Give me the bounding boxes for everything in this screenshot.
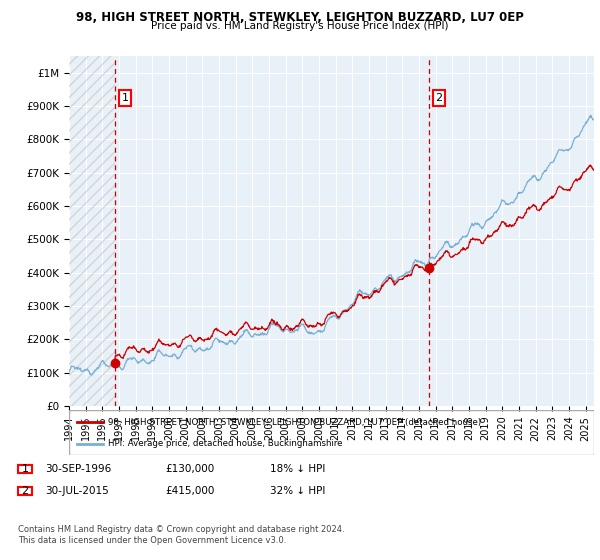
Text: 98, HIGH STREET NORTH, STEWKLEY, LEIGHTON BUZZARD, LU7 0EP (detached house): 98, HIGH STREET NORTH, STEWKLEY, LEIGHTO… bbox=[109, 418, 482, 427]
Text: 32% ↓ HPI: 32% ↓ HPI bbox=[270, 486, 325, 496]
Text: Price paid vs. HM Land Registry's House Price Index (HPI): Price paid vs. HM Land Registry's House … bbox=[151, 21, 449, 31]
Text: HPI: Average price, detached house, Buckinghamshire: HPI: Average price, detached house, Buck… bbox=[109, 439, 343, 448]
Text: £130,000: £130,000 bbox=[165, 464, 214, 474]
Text: 30-JUL-2015: 30-JUL-2015 bbox=[45, 486, 109, 496]
Text: 1: 1 bbox=[22, 464, 29, 474]
Text: 30-SEP-1996: 30-SEP-1996 bbox=[45, 464, 111, 474]
Text: Contains HM Land Registry data © Crown copyright and database right 2024.
This d: Contains HM Land Registry data © Crown c… bbox=[18, 525, 344, 545]
Text: £415,000: £415,000 bbox=[165, 486, 214, 496]
Text: 2: 2 bbox=[436, 93, 442, 103]
Text: 1: 1 bbox=[121, 93, 128, 103]
Text: 2: 2 bbox=[22, 486, 29, 496]
Text: 98, HIGH STREET NORTH, STEWKLEY, LEIGHTON BUZZARD, LU7 0EP: 98, HIGH STREET NORTH, STEWKLEY, LEIGHTO… bbox=[76, 11, 524, 24]
Text: 18% ↓ HPI: 18% ↓ HPI bbox=[270, 464, 325, 474]
